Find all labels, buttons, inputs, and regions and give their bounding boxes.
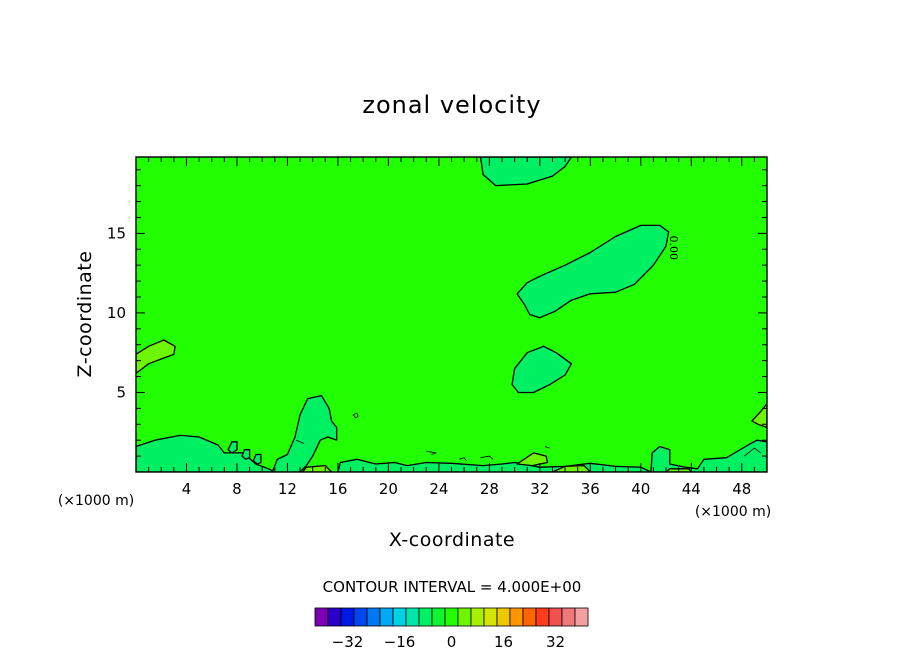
- colorbar-tick-label: 16: [494, 633, 513, 651]
- y-axis-label: Z-coordinate: [74, 251, 96, 378]
- colorbar-swatch: [366, 607, 381, 627]
- colorbar-swatch: [379, 607, 394, 627]
- colorbar-swatch: [431, 607, 446, 627]
- x-axis-unit-right: (×1000 m): [695, 504, 771, 520]
- contour-region-bottom-right: [650, 439, 767, 472]
- contour-region-small-eddy-2: [241, 449, 251, 460]
- x-axis-label: X-coordinate: [389, 529, 515, 551]
- x-tick-label: 36: [581, 480, 600, 498]
- x-tick-label: 20: [379, 480, 398, 498]
- contour-region-right-edge-patch: [751, 402, 767, 429]
- contour-interval-label: CONTOUR INTERVAL = 4.000E+00: [323, 578, 582, 596]
- contour-region-elongated-feature: [516, 224, 670, 319]
- x-tick-label: 24: [429, 480, 448, 498]
- colorbar-swatch: [405, 607, 420, 627]
- colorbar-swatch: [535, 607, 550, 627]
- colorbar-tick-label: 32: [546, 633, 565, 651]
- x-tick-label: 28: [480, 480, 499, 498]
- contour-region-left-edge-patch: [136, 339, 176, 375]
- contour-region-bottom-lighter-2: [551, 464, 591, 472]
- contour-region-upper-center: [479, 157, 573, 187]
- x-axis-unit-left: (×1000 m): [58, 493, 134, 509]
- colorbar-tick-label: −32: [332, 633, 364, 651]
- colorbar-swatch: [561, 607, 576, 627]
- colorbar-swatch: [522, 607, 537, 627]
- colorbar-swatch: [457, 607, 472, 627]
- colorbar-swatch: [496, 607, 511, 627]
- field-background: [136, 157, 767, 472]
- x-tick-label: 32: [530, 480, 549, 498]
- colorbar-tick-label: −16: [384, 633, 416, 651]
- colorbar-swatch: [444, 607, 459, 627]
- contour-region-bottom-lighter-3: [301, 464, 333, 472]
- colorbar: −32 −16 0 16 32: [314, 607, 589, 651]
- x-tick-label: 48: [732, 480, 751, 498]
- x-tick-label: 8: [232, 480, 242, 498]
- colorbar-swatch: [392, 607, 407, 627]
- y-tick-label: 15: [107, 224, 126, 242]
- contour-line-thin-contour-5: [544, 446, 551, 449]
- contour-line-thin-contour-7: [296, 439, 304, 444]
- contour-line-thin-contour-6: [744, 447, 761, 457]
- contour-line-thin-contour-2: [426, 450, 437, 455]
- colorbar-swatch: [340, 607, 355, 627]
- colorbar-swatch: [509, 607, 524, 627]
- contour-region-plume: [271, 394, 338, 472]
- colorbar-swatch: [483, 607, 498, 627]
- y-tick-label: 10: [107, 304, 126, 322]
- contour-region-mid-feature: [511, 345, 573, 394]
- contour-region-small-eddy-1: [227, 441, 238, 454]
- x-tick-label: 12: [278, 480, 297, 498]
- chart-title: zonal velocity: [362, 91, 541, 119]
- contour-value-label: 0.00: [667, 235, 680, 260]
- contour-region-bottom-lighter-1: [516, 452, 549, 467]
- colorbar-swatch: [574, 607, 589, 627]
- contour-region-bottom-left: [136, 434, 276, 472]
- colorbar-swatch: [314, 607, 329, 627]
- colorbar-swatch: [470, 607, 485, 627]
- colorbar-swatch: [353, 607, 368, 627]
- colorbar-tick-label: 0: [447, 633, 457, 651]
- x-tick-label: 44: [682, 480, 701, 498]
- contour-region-small-eddy-3: [252, 453, 262, 465]
- contour-line-thin-contour-4: [480, 455, 494, 460]
- colorbar-swatch: [548, 607, 563, 627]
- x-tick-label: 4: [182, 480, 192, 498]
- contour-layer: 0.00: [136, 157, 767, 472]
- colorbar-swatch: [418, 607, 433, 627]
- y-tick-label: 5: [116, 383, 126, 401]
- x-tick-label: 40: [631, 480, 650, 498]
- colorbar-swatch: [327, 607, 342, 627]
- contour-line-thin-contour-1: [352, 412, 359, 419]
- contour-line-thin-contour-3: [458, 457, 467, 462]
- x-tick-label: 16: [328, 480, 347, 498]
